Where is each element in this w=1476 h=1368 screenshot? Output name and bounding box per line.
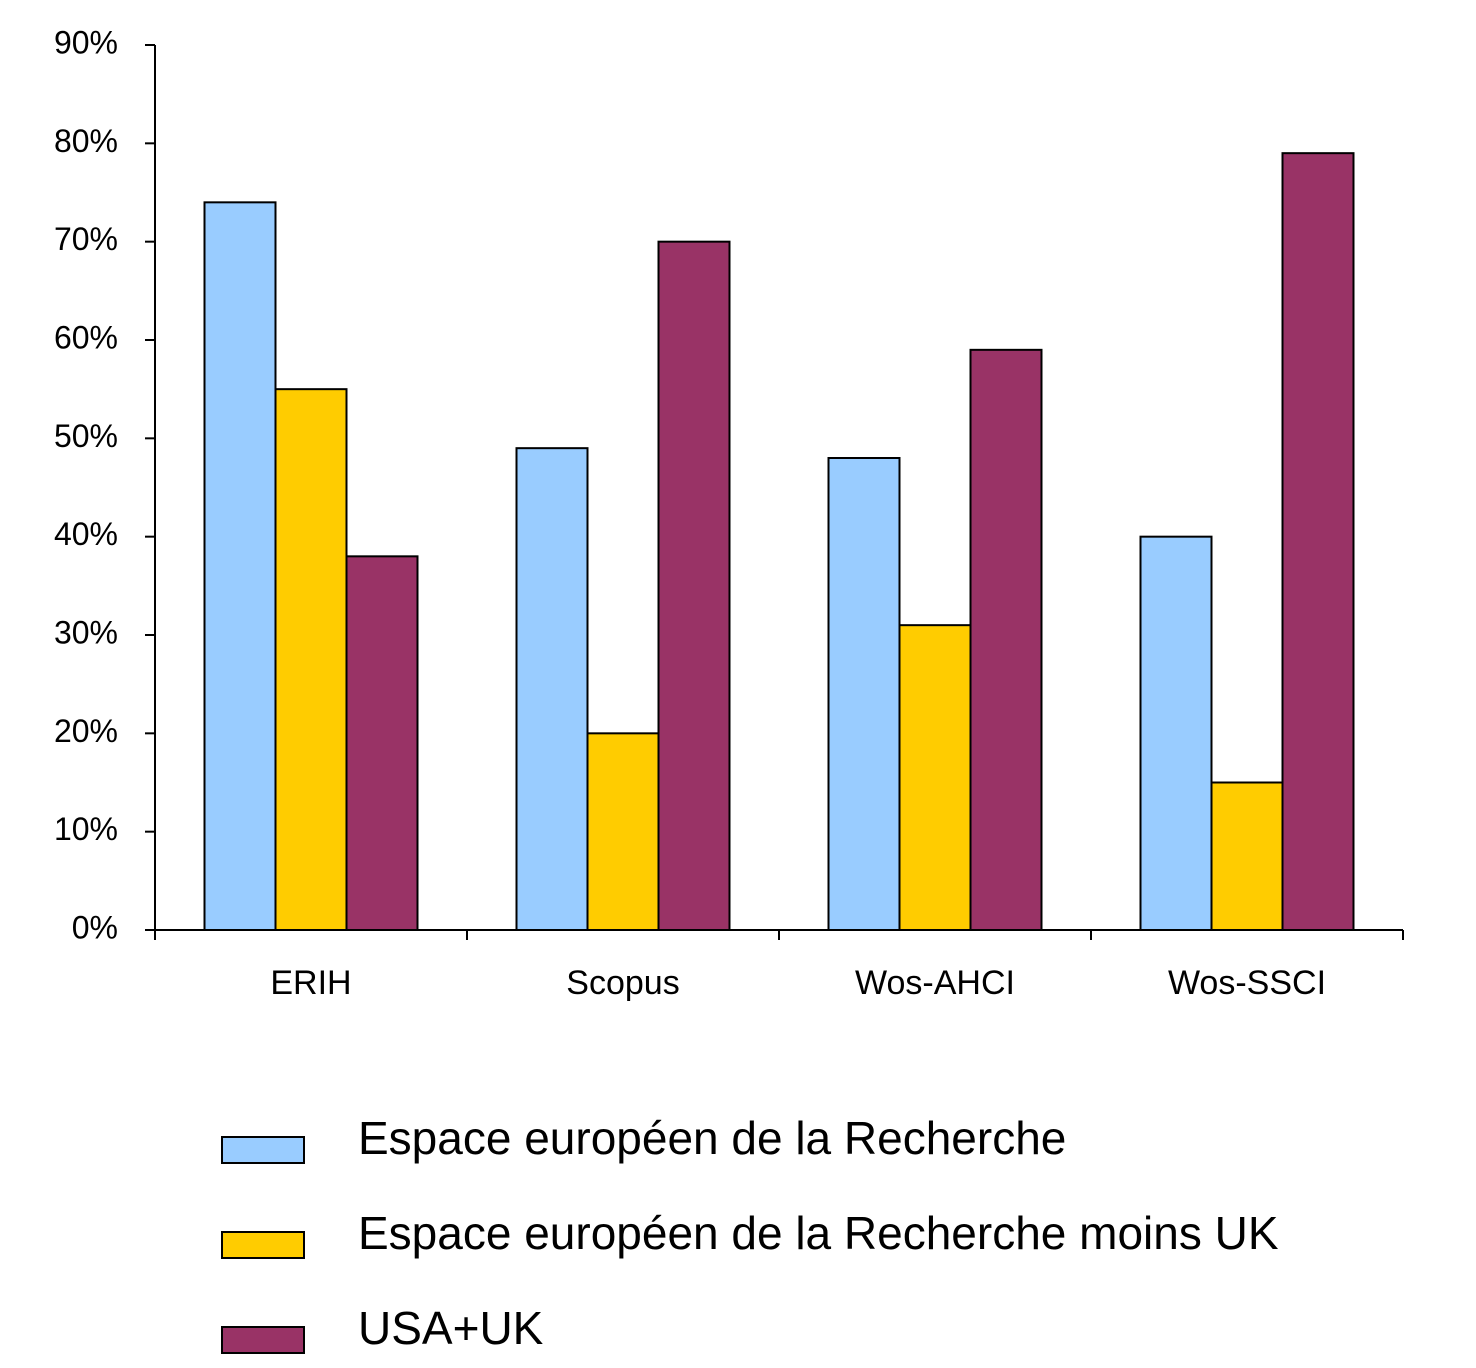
legend-label: USA+UK bbox=[358, 1302, 544, 1354]
bar bbox=[1139, 535, 1213, 932]
bar bbox=[827, 457, 901, 931]
bar bbox=[203, 201, 277, 932]
y-tick-label: 10% bbox=[54, 811, 118, 847]
x-tick-label: Scopus bbox=[566, 964, 679, 1002]
y-tick-label: 70% bbox=[54, 221, 118, 257]
legend-swatch bbox=[221, 1136, 305, 1164]
x-tick-label: ERIH bbox=[270, 964, 351, 1002]
y-tick-label: 50% bbox=[54, 418, 118, 454]
bar bbox=[1210, 781, 1284, 931]
legend-label: Espace européen de la Recherche moins UK bbox=[358, 1207, 1279, 1259]
bar bbox=[345, 555, 419, 931]
bar bbox=[586, 732, 660, 931]
bar bbox=[898, 624, 972, 932]
bar bbox=[274, 388, 348, 931]
bar bbox=[515, 447, 589, 931]
x-tick-label: Wos-AHCI bbox=[855, 964, 1015, 1002]
legend-label: Espace européen de la Recherche bbox=[358, 1112, 1066, 1164]
x-tick-label: Wos-SSCI bbox=[1168, 964, 1326, 1002]
y-tick-label: 80% bbox=[54, 123, 118, 159]
y-tick-label: 20% bbox=[54, 713, 118, 749]
legend-swatch bbox=[221, 1231, 305, 1259]
bar bbox=[1281, 152, 1355, 931]
bar bbox=[969, 348, 1043, 932]
y-tick-label: 60% bbox=[54, 319, 118, 355]
bar bbox=[657, 240, 731, 931]
y-tick-label: 0% bbox=[72, 909, 118, 945]
legend-swatch bbox=[221, 1326, 305, 1354]
y-tick-label: 30% bbox=[54, 614, 118, 650]
y-tick-label: 90% bbox=[54, 24, 118, 60]
y-tick-label: 40% bbox=[54, 516, 118, 552]
